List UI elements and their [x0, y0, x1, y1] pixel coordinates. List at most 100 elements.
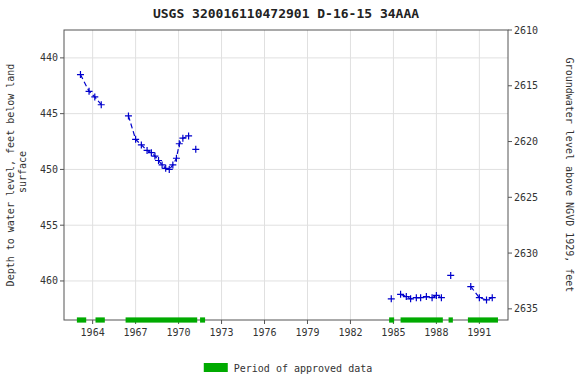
grid-line [64, 169, 508, 170]
grid-line [264, 30, 265, 320]
y-tick-label: 445 [40, 108, 58, 119]
marker [162, 165, 169, 172]
marker [423, 293, 430, 300]
marker [407, 295, 414, 302]
marker [166, 166, 173, 173]
marker [77, 71, 84, 78]
marker [438, 294, 445, 301]
y2-tick-label: 2615 [514, 80, 538, 91]
marker [192, 146, 199, 153]
approved-bar [77, 317, 86, 322]
marker [91, 93, 98, 100]
y2-tick-label: 2610 [514, 25, 538, 36]
legend-label: Period of approved data [234, 363, 372, 374]
title: USGS 320016110472901 D-16-15 34AAA [153, 6, 419, 21]
grid-line [64, 113, 508, 114]
y2-tick-label: 2635 [514, 303, 538, 314]
grid-line [307, 30, 308, 320]
line-segment [128, 116, 188, 170]
grid-line [350, 30, 351, 320]
legend-swatch [204, 363, 228, 372]
x-tick-label: 1985 [381, 327, 405, 338]
y-tick [60, 169, 64, 170]
marker [151, 153, 158, 160]
grid-line [221, 30, 222, 320]
y2-tick [508, 141, 512, 142]
marker [417, 294, 424, 301]
y2-tick [508, 85, 512, 86]
x-tick-label: 1988 [424, 327, 448, 338]
y-tick [60, 225, 64, 226]
x-tick [221, 320, 222, 324]
y2-tick-label: 2625 [514, 192, 538, 203]
approved-bar [468, 317, 498, 322]
grid-line [393, 30, 394, 320]
marker [388, 295, 395, 302]
approved-bar [126, 317, 198, 322]
approved-bar [401, 317, 443, 322]
y2-tick [508, 253, 512, 254]
chart: 1964 1967 1970 1973 1976 1979 1982 1985 1988 1991… [0, 0, 576, 384]
grid [64, 30, 508, 320]
x-tick-label: 1979 [295, 327, 319, 338]
marker [148, 149, 155, 156]
approved-bar [200, 317, 205, 322]
approved-bar [96, 317, 105, 322]
grid-line [135, 30, 136, 320]
grid-line [178, 30, 179, 320]
grid-line [64, 57, 508, 58]
approved-periods [77, 317, 498, 322]
y-tick-label: 450 [40, 164, 58, 175]
x-tick-label: 1967 [124, 327, 148, 338]
y-tick [60, 57, 64, 58]
marker [159, 161, 166, 168]
marker [125, 112, 132, 119]
x-tick [307, 320, 308, 324]
y-tick-label: 460 [40, 275, 58, 286]
x-tick-label: 1982 [338, 327, 362, 338]
line-segment [80, 75, 101, 105]
marker [185, 132, 192, 139]
marker [173, 155, 180, 162]
y2-axis-label: Groundwater level above NGVD 1929, feet [564, 58, 575, 293]
axes: 1964 1967 1970 1973 1976 1979 1982 1985 1988 1991… [40, 25, 538, 339]
marker [169, 161, 176, 168]
marker [489, 294, 496, 301]
y-tick-label: 440 [40, 52, 58, 63]
y2-tick-label: 2630 [514, 248, 538, 259]
x-tick [350, 320, 351, 324]
x-tick-label: 1973 [210, 327, 234, 338]
grid-line [436, 30, 437, 320]
grid-line [64, 280, 508, 281]
y2-tick [508, 30, 512, 31]
marker [98, 101, 105, 108]
grid-line [64, 225, 508, 226]
marker [155, 157, 162, 164]
y2-tick [508, 197, 512, 198]
y-tick-label: 455 [40, 220, 58, 231]
y2-tick [508, 308, 512, 309]
marker [476, 294, 483, 301]
y2-tick-label: 2620 [514, 136, 538, 147]
approved-bar [449, 317, 453, 322]
marker [176, 140, 183, 147]
grid-line [92, 30, 93, 320]
y-axis-label: Depth to water level, feet below land su… [5, 64, 28, 287]
x-tick [92, 320, 93, 324]
x-tick [264, 320, 265, 324]
marker [447, 272, 454, 279]
x-tick-label: 1964 [81, 327, 105, 338]
marker [132, 136, 139, 143]
x-tick-label: 1970 [167, 327, 191, 338]
x-tick-label: 1976 [252, 327, 276, 338]
plot-area [77, 71, 496, 303]
legend: Period of approved data [204, 363, 372, 374]
plot-frame [64, 30, 508, 320]
x-tick-label: 1991 [467, 327, 491, 338]
grid-line [479, 30, 480, 320]
approved-bar [389, 317, 394, 322]
y-tick [60, 113, 64, 114]
marker [138, 141, 145, 148]
y-tick [60, 280, 64, 281]
marker [467, 283, 474, 290]
